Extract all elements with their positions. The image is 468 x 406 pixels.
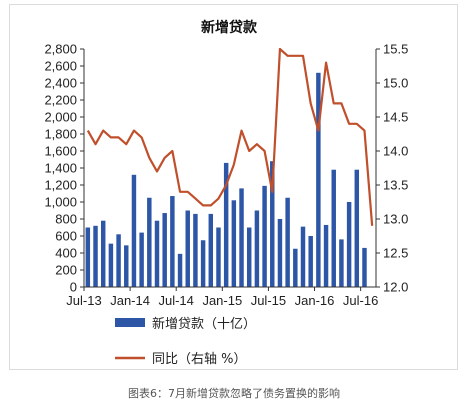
bar <box>246 227 252 287</box>
bar-series <box>85 72 367 287</box>
y-left-tick-label: 2,200 <box>44 93 77 108</box>
bar <box>200 240 206 287</box>
y-left-tick-label: 2,000 <box>44 110 77 125</box>
bar <box>316 72 321 287</box>
bar <box>131 174 137 287</box>
y-left-tick-label: 200 <box>55 263 77 278</box>
bar <box>231 200 237 287</box>
y-left-tick-label: 0 <box>70 280 77 295</box>
legend-bar-label: 新增贷款（十亿） <box>152 316 256 332</box>
line-series <box>86 47 374 226</box>
x-tick-label: Jul-14 <box>158 293 193 308</box>
bar <box>170 196 175 287</box>
y-right-tick-label: 12.5 <box>383 246 408 261</box>
x-tick-label: Jul-15 <box>251 293 286 308</box>
bar <box>308 236 313 287</box>
bar <box>162 213 167 287</box>
y-left-tick-label: 800 <box>55 212 77 227</box>
bar <box>323 224 329 287</box>
bar <box>108 243 114 287</box>
y-right-tick-label: 15.5 <box>383 42 408 57</box>
bar <box>331 169 336 287</box>
bar <box>293 248 298 287</box>
y-right-tick-label: 14.5 <box>383 110 408 125</box>
bar <box>285 197 290 287</box>
y-right-tick-label: 14.0 <box>383 144 408 159</box>
legend: 新增贷款（十亿） 同比（右轴 %） <box>115 316 256 367</box>
x-tick-label: Jul-13 <box>66 293 101 308</box>
y-right-tick-label: 15.0 <box>383 76 408 91</box>
bar <box>185 210 190 287</box>
bar <box>124 245 129 287</box>
bar <box>239 188 244 287</box>
axes: 0 200 400 600 800 1,000 1,200 1,400 1,600 1,800 2,… <box>44 42 408 309</box>
y-left-tick-label: 2,600 <box>44 59 77 74</box>
x-tick-label: Jan-14 <box>110 293 150 308</box>
y-left-tick-label: 600 <box>55 229 77 244</box>
bar <box>100 220 106 287</box>
y-left-tick-label: 2,800 <box>44 42 77 57</box>
y-left-tick-label: 400 <box>55 246 77 261</box>
y-right-tick-label: 13.0 <box>383 212 408 227</box>
bar <box>346 202 352 287</box>
bar <box>154 220 160 287</box>
bar <box>85 227 91 287</box>
bar <box>354 169 360 287</box>
line-path <box>86 47 374 226</box>
bar <box>216 227 221 287</box>
bar <box>208 213 214 287</box>
bar <box>300 226 306 287</box>
bar <box>254 210 260 287</box>
bar <box>93 225 98 287</box>
bar <box>270 161 275 287</box>
legend-line-label: 同比（右轴 %） <box>152 352 247 367</box>
bar <box>193 213 198 287</box>
x-tick-label: Jan-16 <box>295 293 335 308</box>
bar <box>339 239 344 287</box>
x-tick-label: Jan-15 <box>202 293 242 308</box>
chart-title: 新增贷款 <box>201 19 258 36</box>
bar <box>116 234 121 287</box>
legend-bar-swatch <box>115 318 145 327</box>
y-left-tick-label: 1,000 <box>44 195 77 210</box>
bar <box>177 253 183 287</box>
y-right-tick-label: 13.5 <box>383 178 408 193</box>
y-left-tick-label: 1,200 <box>44 178 77 193</box>
bar <box>262 185 267 287</box>
y-left-tick-label: 1,600 <box>44 144 77 159</box>
bar <box>362 247 367 287</box>
bar <box>223 162 229 287</box>
y-left-tick-label: 2,400 <box>44 76 77 91</box>
y-left-tick-label: 1,400 <box>44 161 77 176</box>
bar <box>147 197 152 287</box>
x-tick-label: Jul-16 <box>343 293 378 308</box>
bar <box>139 232 144 287</box>
figure-caption: 图表6：7月新增贷款忽略了债务置换的影响 <box>128 387 340 400</box>
bar <box>277 219 283 287</box>
y-left-tick-label: 1,800 <box>44 127 77 142</box>
y-right-tick-label: 12.0 <box>383 280 408 295</box>
